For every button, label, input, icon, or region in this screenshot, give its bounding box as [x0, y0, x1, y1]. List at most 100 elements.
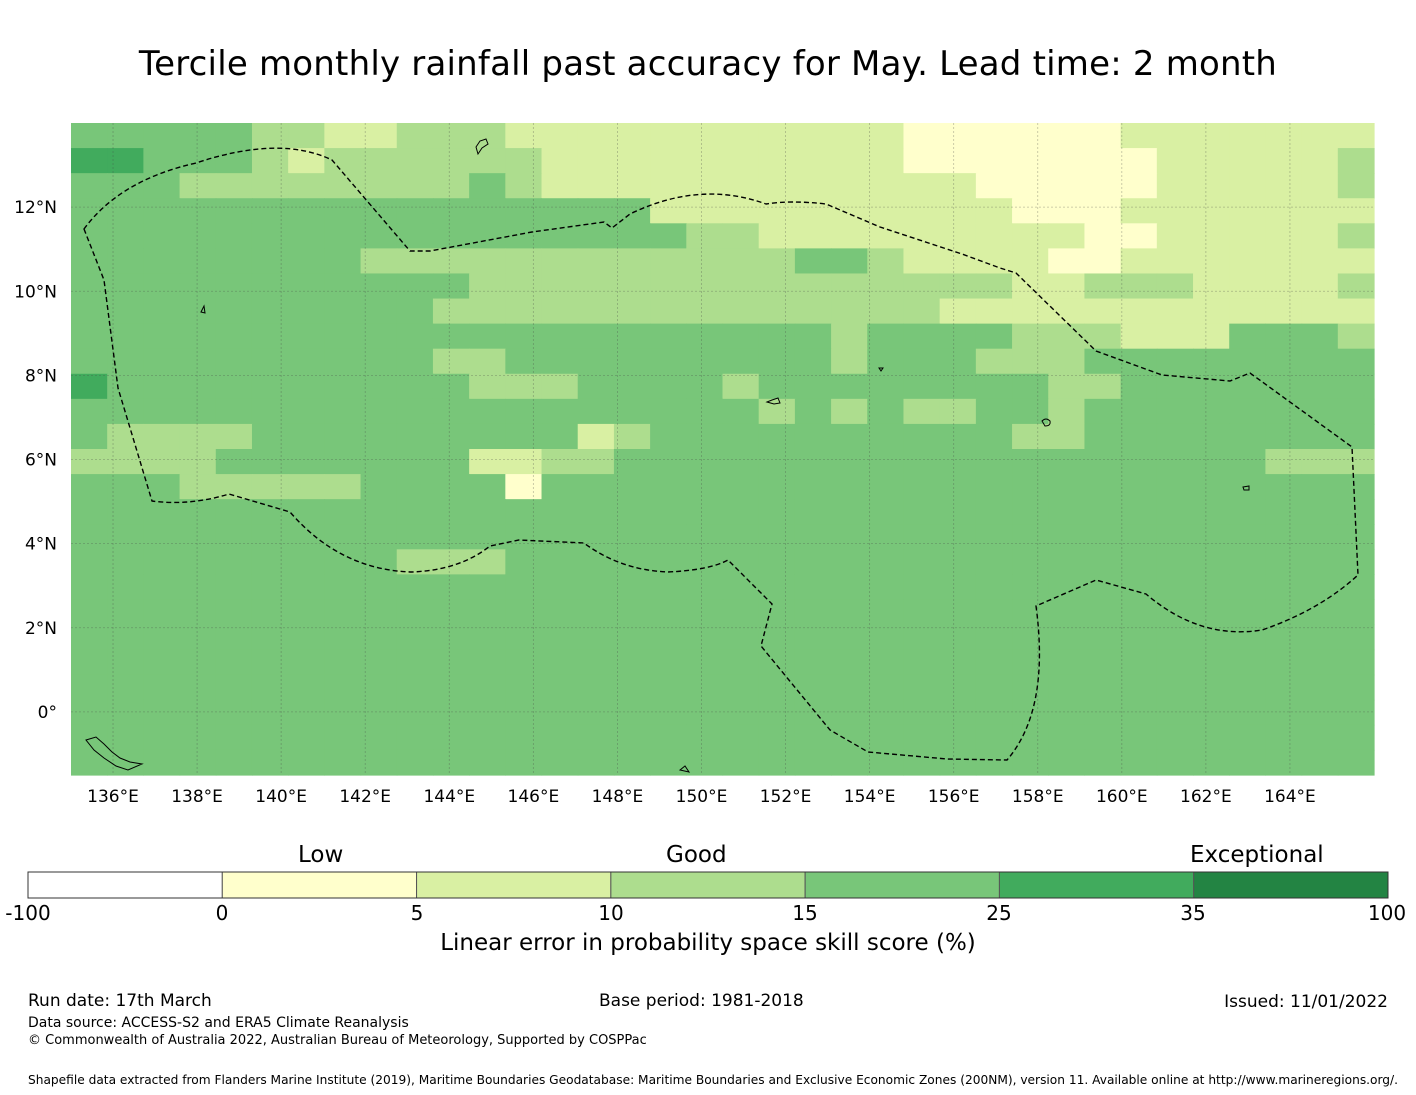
skill-cell [288, 323, 325, 350]
skill-cell [1265, 373, 1303, 400]
skill-cell [251, 323, 289, 350]
skill-cell [360, 273, 398, 300]
skill-cell [324, 524, 362, 550]
skill-cell [1156, 499, 1194, 525]
skill-cell [686, 323, 724, 350]
skill-cell [1048, 123, 1086, 149]
skill-cell [215, 348, 253, 375]
skill-cell [1084, 574, 1122, 601]
skill-cell [975, 699, 1013, 726]
skill-cell [613, 223, 651, 249]
skill-cell [71, 474, 108, 500]
skill-cell [903, 398, 941, 425]
skill-cell [360, 373, 398, 400]
skill-cell [396, 323, 434, 350]
skill-cell [179, 248, 217, 275]
skill-cell [1301, 624, 1339, 651]
skill-cell [794, 674, 832, 701]
skill-cell [360, 198, 398, 224]
skill-cell [1193, 148, 1230, 174]
skill-cell [577, 348, 615, 375]
skill-cell [251, 524, 289, 550]
skill-cell [1084, 273, 1122, 300]
skill-cell [324, 724, 362, 751]
colorbar-category-exceptional: Exceptional [1190, 842, 1324, 868]
skill-cell [1193, 724, 1230, 751]
skill-cell [1229, 549, 1267, 575]
skill-cell [1193, 173, 1230, 199]
skill-cell [143, 398, 181, 425]
skill-cell [1120, 524, 1158, 550]
colorbar-segment [221, 871, 418, 899]
skill-cell [505, 323, 543, 350]
skill-cell [867, 499, 905, 525]
skill-cell [469, 699, 506, 726]
skill-cell [939, 198, 977, 224]
skill-cell [215, 649, 253, 676]
skill-cell [1265, 674, 1303, 701]
skill-cell [469, 373, 506, 400]
skill-cell [686, 699, 724, 726]
skill-cell [179, 449, 217, 475]
skill-cell [396, 749, 434, 776]
skill-cell [541, 649, 579, 676]
skill-cell [758, 649, 796, 676]
skill-cell [1265, 298, 1303, 325]
skill-cell [1048, 248, 1086, 275]
skill-cell [288, 348, 325, 375]
skill-cell [613, 323, 651, 350]
skill-cell [288, 148, 325, 174]
skill-cell [613, 198, 651, 224]
skill-cell [722, 474, 760, 500]
axis-labels: 136°E 138°E 140°E 142°E 144°E 146°E 148°E 150°E… [14, 198, 1316, 807]
skill-cell [686, 499, 724, 525]
skill-cell [1337, 449, 1375, 475]
skill-cell [288, 499, 325, 525]
skill-cell [107, 298, 144, 325]
skill-cell [1301, 273, 1339, 300]
skill-cell [758, 524, 796, 550]
skill-cell [794, 549, 832, 575]
skill-cell [469, 273, 506, 300]
lat-tick-label: 12°N [14, 198, 57, 218]
skill-cell [288, 749, 325, 776]
skill-cell [1120, 499, 1158, 525]
skill-cell [794, 298, 832, 325]
skill-cell [360, 624, 398, 651]
skill-cell [939, 148, 977, 174]
skill-cell [505, 674, 543, 701]
skill-cell [107, 599, 144, 626]
skill-cell [903, 449, 941, 475]
skill-cell [650, 148, 687, 174]
skill-cell [215, 449, 253, 475]
skill-cell [975, 373, 1013, 400]
skill-cell [432, 148, 470, 174]
skill-cell [722, 699, 760, 726]
skill-cell [975, 524, 1013, 550]
skill-cell [613, 699, 651, 726]
skill-cell [1012, 398, 1049, 425]
skill-cell [831, 173, 868, 199]
skill-cell [1193, 674, 1230, 701]
skill-cell [758, 223, 796, 249]
skill-cell [577, 724, 615, 751]
skill-cell [903, 549, 941, 575]
skill-cell [107, 624, 144, 651]
skill-cell [1012, 348, 1049, 375]
skill-cell [324, 449, 362, 475]
skill-cell [1084, 549, 1122, 575]
skill-cell [396, 348, 434, 375]
skill-cell [324, 649, 362, 676]
skill-cell [396, 449, 434, 475]
skill-cell [215, 248, 253, 275]
skill-cell [1120, 724, 1158, 751]
skill-cell [686, 724, 724, 751]
skill-cell [613, 298, 651, 325]
skill-cell [541, 373, 579, 400]
skill-cell [179, 298, 217, 325]
skill-cell [613, 423, 651, 450]
skill-cell [505, 223, 543, 249]
skill-cell [505, 524, 543, 550]
skill-cell [107, 323, 144, 350]
skill-cell [577, 298, 615, 325]
